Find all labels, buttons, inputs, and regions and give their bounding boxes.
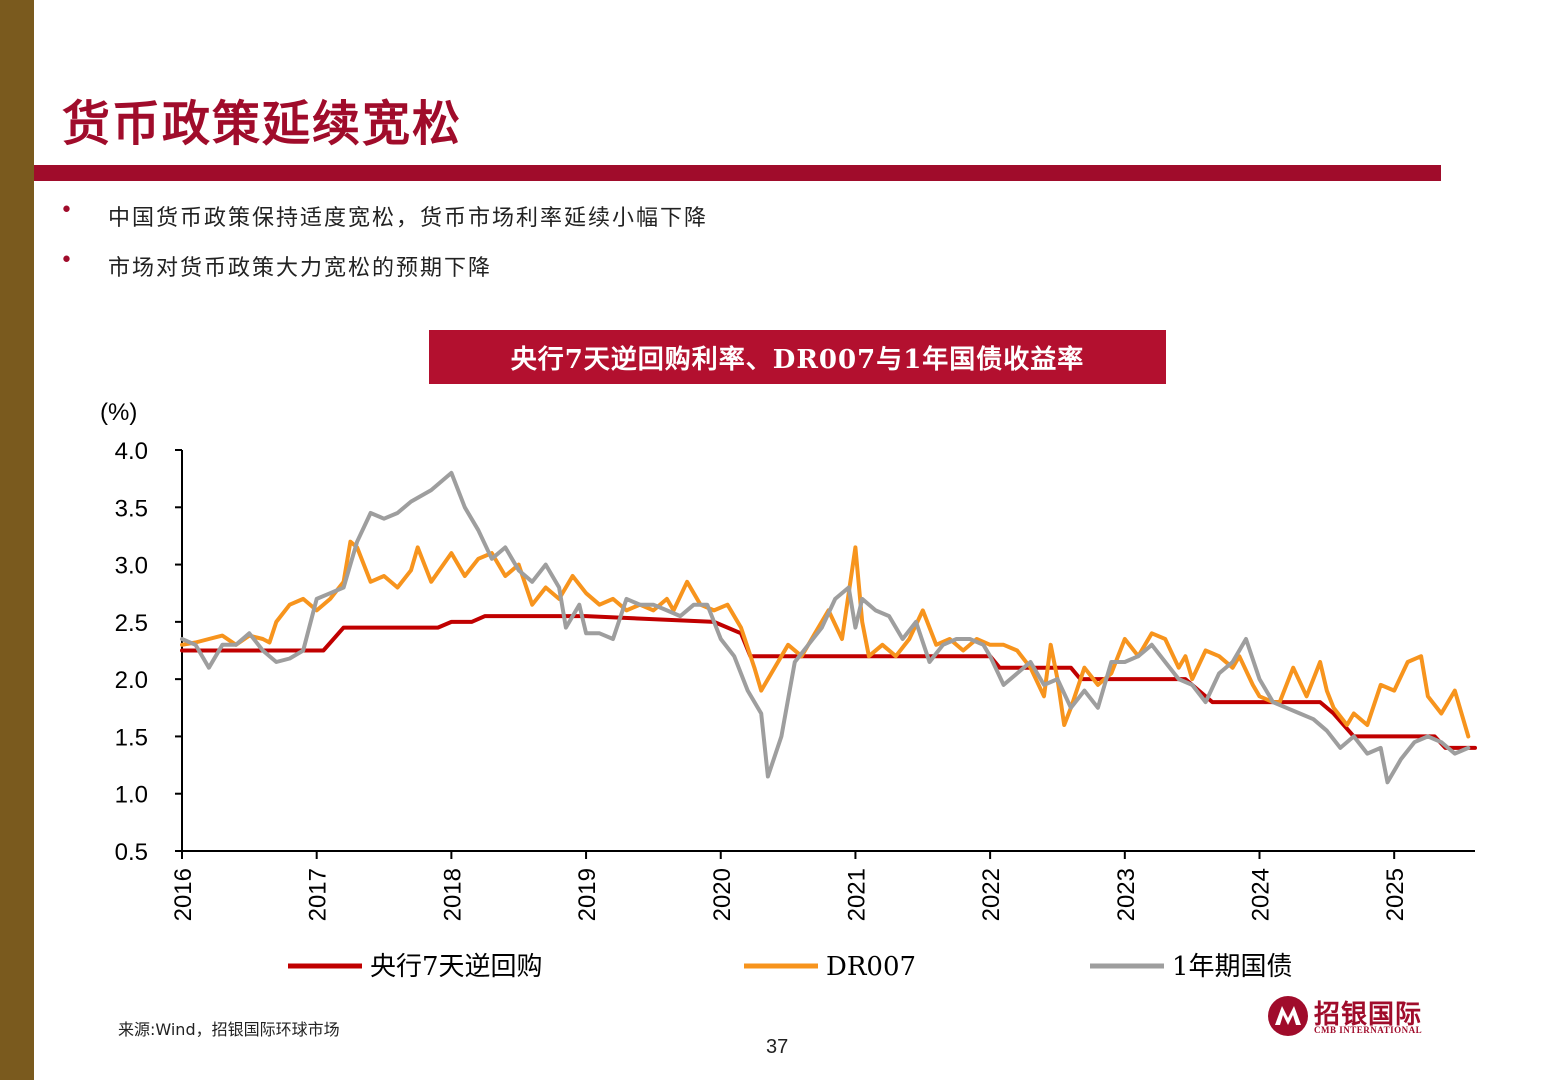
y-tick-label: 1.5 bbox=[115, 724, 148, 751]
legend-label: DR007 bbox=[826, 952, 916, 982]
series-line-3 bbox=[180, 470, 1471, 785]
y-tick-label: 2.5 bbox=[115, 610, 148, 637]
y-tick-label: 3.0 bbox=[115, 553, 148, 580]
bullet-text: 市场对货币政策大力宽松的预期下降 bbox=[108, 256, 493, 281]
line-chart: 0.5 1.0 1.5 2.0 2.5 3.0 3.5 4.0 (%) 2016 2017 2018 2… bbox=[100, 399, 1477, 982]
left-accent-bar bbox=[0, 0, 34, 1080]
y-tick-label: 1.0 bbox=[115, 782, 148, 809]
x-tick-label: 2017 bbox=[305, 868, 332, 921]
x-tick-label: 2020 bbox=[709, 868, 736, 921]
legend-label: 1年期国债 bbox=[1172, 952, 1293, 982]
x-tick-label: 2021 bbox=[843, 868, 870, 921]
legend-label: 央行7天逆回购 bbox=[370, 952, 543, 982]
y-tick-label: 0.5 bbox=[115, 839, 148, 866]
x-tick-label: 2018 bbox=[439, 868, 466, 921]
cmb-logo-icon bbox=[1268, 996, 1308, 1036]
x-tick-label: 2019 bbox=[574, 868, 601, 921]
bullet-dot: • bbox=[60, 198, 73, 223]
series-line-2 bbox=[180, 539, 1471, 739]
page-title: 货币政策延续宽松 bbox=[62, 96, 463, 152]
logo-text-en: CMB INTERNATIONAL bbox=[1314, 1025, 1423, 1035]
company-logo: 招银国际 CMB INTERNATIONAL bbox=[1266, 994, 1456, 1038]
y-tick-label: 4.0 bbox=[115, 438, 148, 465]
x-tick-label: 2022 bbox=[978, 868, 1005, 921]
x-tick-label: 2016 bbox=[170, 868, 197, 921]
bullet-dot: • bbox=[60, 248, 73, 273]
page-number: 37 bbox=[766, 1036, 789, 1058]
y-tick-label: 3.5 bbox=[115, 495, 148, 522]
y-tick-label: 2.0 bbox=[115, 667, 148, 694]
title-divider bbox=[34, 165, 1441, 181]
logo-text-cn: 招银国际 bbox=[1314, 1000, 1423, 1030]
series-line-1 bbox=[180, 614, 1477, 750]
bullet-text: 中国货币政策保持适度宽松，货币市场利率延续小幅下降 bbox=[108, 206, 709, 231]
x-tick-label: 2024 bbox=[1248, 868, 1275, 921]
x-tick-label: 2025 bbox=[1382, 868, 1409, 921]
x-tick-label: 2023 bbox=[1113, 868, 1140, 921]
source-note: 来源:Wind，招银国际环球市场 bbox=[118, 1020, 340, 1039]
y-axis-label: (%) bbox=[100, 399, 137, 426]
chart-title: 央行7天逆回购利率、DR007与1年国债收益率 bbox=[429, 330, 1166, 384]
